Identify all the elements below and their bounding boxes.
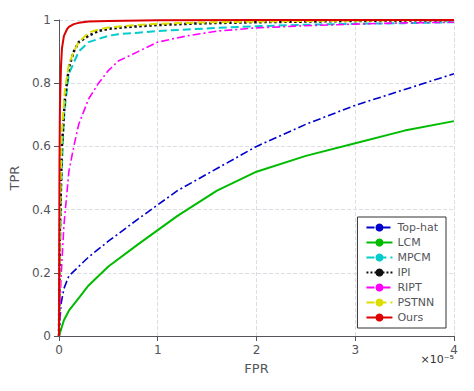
svg-text:0.8: 0.8	[32, 76, 51, 90]
svg-text:PSTNN: PSTNN	[397, 296, 434, 309]
svg-text:0.6: 0.6	[32, 139, 51, 153]
svg-text:0.2: 0.2	[32, 266, 51, 280]
svg-text:TPR: TPR	[7, 166, 22, 192]
svg-text:2: 2	[253, 343, 261, 357]
svg-text:RIPT: RIPT	[397, 281, 422, 294]
svg-text:0: 0	[43, 329, 51, 343]
svg-text:MPCM: MPCM	[397, 251, 430, 264]
svg-text:Top-hat: Top-hat	[396, 221, 438, 234]
svg-text:3: 3	[351, 343, 359, 357]
svg-text:4: 4	[450, 343, 458, 357]
svg-text:Ours: Ours	[397, 311, 423, 324]
svg-text:FPR: FPR	[244, 361, 268, 376]
svg-text:LCM: LCM	[397, 236, 420, 249]
svg-text:1: 1	[43, 13, 51, 27]
svg-text:IPI: IPI	[397, 266, 410, 279]
svg-text:1: 1	[154, 343, 162, 357]
svg-text:0: 0	[55, 343, 63, 357]
svg-text:0.4: 0.4	[32, 203, 51, 217]
svg-text:×10⁻⁵: ×10⁻⁵	[421, 353, 454, 366]
